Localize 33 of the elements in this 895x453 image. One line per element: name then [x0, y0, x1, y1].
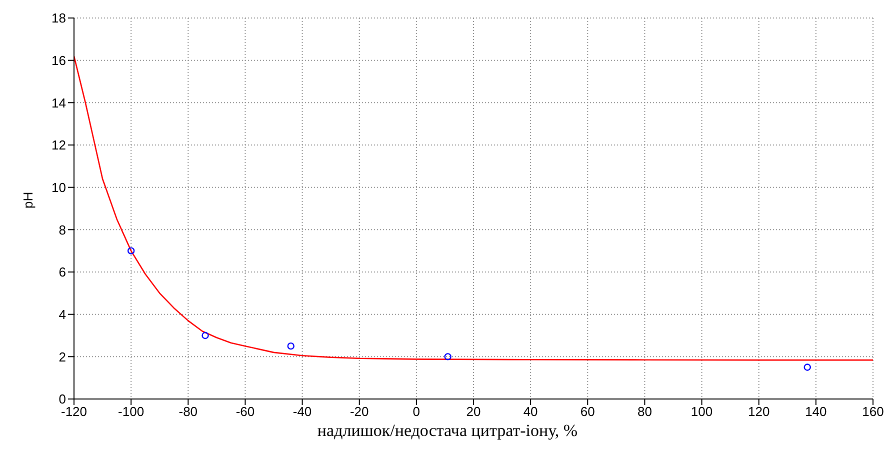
x-tick-label: -60 [236, 404, 255, 420]
x-tick-label: 40 [523, 404, 538, 420]
y-tick-label: 8 [58, 222, 66, 238]
y-tick-label: 12 [52, 138, 66, 153]
x-tick-label: 60 [580, 404, 595, 420]
point [444, 353, 452, 360]
x-tick-label: 20 [466, 404, 481, 420]
x-tick-label: 100 [690, 404, 713, 420]
y-tick-label: 16 [52, 52, 66, 68]
x-tick-label: 140 [805, 404, 827, 420]
y-tick-label: 10 [52, 180, 66, 195]
y-tick-label: 6 [58, 264, 66, 280]
x-tick-label: 0 [412, 404, 420, 420]
x-axis-title: надлишок/недостача цитрат-іону, % [316, 421, 579, 441]
x-tick-label: 160 [862, 404, 884, 420]
x-tick-label: -40 [292, 404, 312, 420]
x-tick-label: -20 [350, 404, 369, 420]
line-series [74, 55, 873, 361]
x-tick-label: 80 [637, 404, 652, 420]
x-tick-label: -100 [118, 404, 144, 420]
y-tick-label: 4 [58, 306, 66, 322]
point [127, 247, 135, 254]
y-tick-label: 0 [58, 392, 66, 407]
y-tick-label: 2 [58, 349, 66, 364]
x-tick-label: -120 [60, 404, 88, 420]
x-tick-label: -80 [178, 404, 198, 420]
y-axis-title: pH [20, 192, 36, 208]
point [287, 342, 294, 350]
point [202, 332, 209, 340]
point [804, 364, 811, 371]
y-tick-label: 14 [52, 95, 66, 110]
y-tick-label: 18 [52, 10, 66, 26]
x-tick-label: 120 [748, 404, 770, 420]
